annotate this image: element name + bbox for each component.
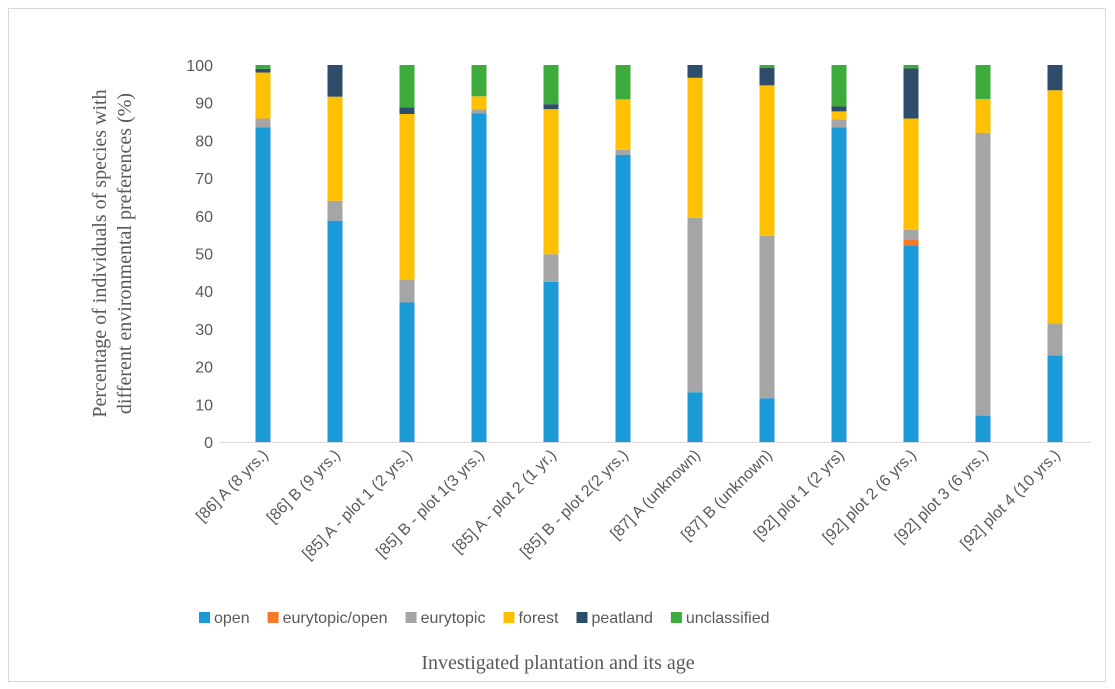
bar-segment-open [543, 281, 559, 442]
bar-segment-forest [831, 111, 847, 120]
bar-segment-forest [1047, 90, 1063, 324]
y-tick-label: 0 [204, 435, 213, 452]
y-tick-label: 90 [195, 96, 213, 113]
y-axis-ticks: 0 10 20 30 40 50 60 70 80 90 100 [186, 58, 213, 452]
y-tick-label: 40 [195, 284, 213, 301]
legend-label: eurytopic [421, 610, 486, 627]
bar-segment-forest [759, 85, 775, 236]
bar-segment-unclassified [759, 65, 775, 69]
y-tick-label: 30 [195, 322, 213, 339]
bar-segment-open [399, 302, 415, 442]
bar-segment-eurytopic [399, 279, 415, 303]
bar-segment-forest [903, 118, 919, 230]
legend-swatch [576, 612, 588, 623]
y-tick-label: 100 [186, 58, 213, 75]
legend-swatch [267, 612, 279, 623]
bar-segment-peatland [687, 65, 703, 78]
bar-segment-peatland [399, 107, 415, 115]
bar-segment-open [615, 154, 631, 442]
y-axis-title-line-1: Percentage of individuals of species wit… [89, 89, 111, 417]
bar-segment-eurytopic [687, 217, 703, 393]
legend: open eurytopic/open eurytopic forest peatlan… [199, 610, 770, 627]
bar-segment-open [975, 415, 991, 442]
chart-frame: 0 10 20 30 40 50 60 70 80 90 100 [86] A (8 yrs.) [8… [8, 8, 1106, 682]
bar-segment-open [831, 127, 847, 442]
bar-segment-eurytopic [903, 229, 919, 240]
bars [255, 65, 1063, 443]
bar-segment-forest [975, 98, 991, 133]
legend-label: eurytopic/open [283, 610, 388, 627]
bar-segment-unclassified [615, 65, 631, 100]
bar-segment-unclassified [399, 65, 415, 108]
legend-swatch [503, 612, 515, 623]
bar-segment-eurytopic [255, 118, 271, 128]
bar-segment-peatland [903, 68, 919, 119]
y-tick-label: 80 [195, 133, 213, 150]
legend-swatch [670, 612, 682, 623]
legend-label: unclassified [686, 610, 770, 627]
bar-segment-eurytopic [1047, 323, 1063, 356]
bar-segment-open [255, 127, 271, 442]
bar-segment-peatland [255, 68, 271, 73]
bar-segment-peatland [543, 104, 559, 110]
x-category-label: [86] B (9 yrs.) [264, 447, 344, 527]
bar-segment-open [759, 398, 775, 442]
bar-segment-unclassified [543, 65, 559, 105]
bar-segment-forest [255, 72, 271, 119]
bar-segment-eurytopic [831, 119, 847, 128]
bar-segment-peatland [1047, 65, 1063, 91]
y-tick-label: 10 [195, 397, 213, 414]
y-tick-label: 20 [195, 360, 213, 377]
y-axis-title-line-2: different environmental preferences (%) [114, 93, 136, 414]
legend-label: forest [518, 610, 559, 627]
bar-segment-peatland [831, 106, 847, 112]
x-axis-title: Investigated plantation and its age [421, 652, 694, 674]
bar-segment-eurytopic [975, 132, 991, 416]
bar-segment-peatland [327, 65, 343, 97]
bar-segment-open [903, 245, 919, 442]
bar-segment-forest [399, 114, 415, 280]
bar-segment-open [327, 220, 343, 442]
x-category-label: [86] A (8 yrs.) [193, 447, 272, 526]
bar-segment-open [471, 113, 487, 443]
bar-segment-eurytopic [327, 200, 343, 221]
legend-label: peatland [592, 610, 653, 627]
bar-segment-unclassified [903, 65, 919, 69]
bar-segment-forest [543, 109, 559, 255]
bar-segment-eurytopic [543, 254, 559, 282]
bar-segment-eurytopic [759, 235, 775, 399]
bar-segment-open [687, 392, 703, 442]
y-tick-label: 50 [195, 247, 213, 264]
bar-segment-unclassified [471, 65, 487, 97]
bar-segment-unclassified [831, 65, 847, 107]
legend-label: open [214, 610, 250, 627]
bar-segment-forest [687, 77, 703, 218]
y-tick-label: 70 [195, 171, 213, 188]
bar-segment-forest [615, 99, 631, 150]
x-axis-category-labels: [86] A (8 yrs.)[86] B (9 yrs.)[85] A - p… [193, 447, 1064, 563]
bar-segment-peatland [759, 68, 775, 86]
stacked-bar-chart: 0 10 20 30 40 50 60 70 80 90 100 [86] A (8 yrs.)[8… [89, 58, 1091, 674]
bar-segment-unclassified [975, 65, 991, 99]
legend-swatch [405, 612, 417, 623]
y-tick-label: 60 [195, 209, 213, 226]
bar-segment-open [1047, 355, 1063, 442]
bar-segment-forest [327, 96, 343, 201]
legend-swatch [199, 612, 210, 623]
bar-segment-unclassified [255, 65, 271, 69]
bar-segment-eurytopic [615, 149, 631, 155]
bar-segment-forest [471, 96, 487, 110]
bar-segment-eurytopic [471, 109, 487, 114]
bar-segment-eurytopic-open [903, 239, 919, 246]
